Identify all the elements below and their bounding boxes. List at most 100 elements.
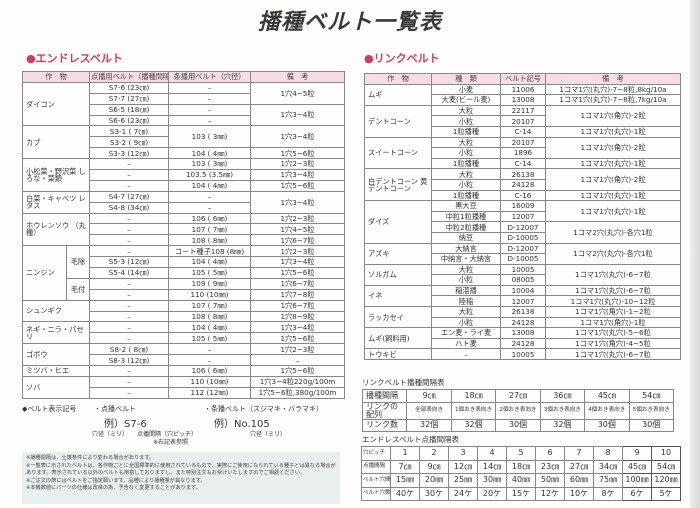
table-cell: 08005 [500, 274, 546, 286]
table-cell: 27㎝ [564, 459, 594, 474]
table-cell: 16009 [500, 200, 546, 212]
column-header: 作 物 [21, 71, 91, 83]
table-cell: ベルト穴数 [361, 486, 391, 501]
note: ※本機数値にパーツの仕様は改良の為、予告なく変更することがあります。 [26, 485, 201, 492]
legend-label: ◆ベルト表示記号 [22, 405, 77, 413]
table-cell: 105 ( 5㎜) [168, 332, 252, 345]
table-cell: C-16 [500, 189, 546, 202]
table-cell: 1穴3~4粒 [250, 169, 346, 181]
table-cell: 40㎜ [506, 473, 536, 488]
table-cell: 36㎝ [539, 389, 586, 403]
table-row: ハト麦 24128 1コマ1穴(角穴)-4~5粒 [365, 337, 681, 350]
table-cell: 穴ピッチ [361, 446, 391, 461]
table-cell: 1コマ1穴(丸穴)-7~8粒,7kg/10a [545, 94, 681, 106]
table-cell: 1穴3~4粒 [250, 256, 346, 269]
page-title: 播種ベルト一覧表 [257, 10, 442, 35]
table-row: ムギ(飼料用) エン麦・ライ麦 13008 1コマ1穴(丸穴)-5~6粒 [364, 327, 681, 350]
table-cell: 1穴5~6粒 [250, 365, 346, 377]
table-cell: 中粒1粒播種 [431, 210, 501, 223]
table-cell: 全部表向き [406, 401, 452, 420]
table-row: ニンジン 毛除 – コート種子108 (8㎜) 1穴2~3粒 [22, 245, 346, 301]
table-cell: 27㎝ [495, 389, 541, 403]
table-cell: 毛付 [65, 277, 91, 301]
table-cell: 109 ( 9㎜) [168, 277, 252, 290]
table-row: 陸稲 12007 1コマ1穴(丸穴)-10~12粒 [365, 295, 681, 308]
table-cell: – [168, 343, 252, 356]
table-cell: 104 ( 4㎜) [168, 179, 252, 192]
table-cell: 106 ( 6㎜) [168, 212, 252, 225]
table-cell: – [89, 212, 170, 225]
table-cell: 1穴3~4粒 [250, 125, 346, 149]
table-cell: – [89, 310, 170, 323]
table-row: ゴボウ S8-2 ( 8㎝) –1穴2~3粒 [21, 343, 346, 367]
table-row: –112 (12㎜) 1穴5~6粒,380g/100m [23, 386, 346, 399]
table-cell: ソバ [21, 375, 91, 399]
table-cell: デントコーン [364, 104, 432, 138]
note: ※一覧表に示されたベルトは、各作物ごとに全国標準的に使用されているもので、実際に… [26, 462, 336, 477]
table-cell: 103 ( 3㎜) [168, 125, 252, 149]
table-cell: 8ケ [593, 486, 623, 501]
table-cell: 1コマ1穴(丸穴)-6~7粒 [545, 348, 681, 361]
table-cell: 2 [419, 446, 449, 461]
table-cell: 25㎜ [448, 473, 478, 488]
table-cell: 中粒2粒播種 [431, 221, 501, 233]
table-row: ミツバ・ヒエ –106 ( 6㎜) 1穴5~6粒 [21, 365, 346, 377]
table-cell: 26138 [500, 168, 546, 180]
table-cell: 45㎝ [584, 389, 630, 403]
table-cell: ネギ・ニラ・パセリ [21, 321, 91, 345]
table-cell: ソルガム [364, 263, 432, 286]
table-cell: 大納言 [431, 242, 501, 255]
table-cell: 104 ( 4㎜) [168, 321, 252, 334]
table-cell: 小粒 [431, 147, 501, 159]
table-cell: 陸稲 [431, 295, 501, 308]
table-cell: 18㎝ [450, 389, 497, 403]
table-cell: – [89, 386, 170, 399]
table-cell: 1穴3~4粒 [250, 321, 346, 334]
table-cell: 1穴5~6粒 [250, 332, 346, 345]
table-cell: 110 (10㎜) [168, 288, 252, 301]
table-cell: 10 [651, 446, 681, 461]
table-cell: – [168, 354, 252, 367]
table-cell: 30ケ [419, 486, 449, 501]
table-cell: ニンジン [22, 245, 67, 301]
table-row: ダイコン S7-6 (23㎝) –1穴4~5粒 [21, 81, 346, 127]
table-cell: 1コマ1穴(角穴)-4~5粒 [545, 337, 681, 350]
table-row: アズキ 大納言 D-12007 1コマ2穴(丸穴)-各穴1粒 [364, 242, 681, 265]
table-row: シュンギク –107 ( 7㎜) 1穴6~7粒 [21, 299, 346, 323]
table-cell: ホウレンソウ （丸種） [21, 212, 91, 247]
endless-pitch-title: エンドレスベルト点播間隔表 [362, 435, 459, 444]
table-cell: C-14 [500, 125, 546, 138]
table-cell: 1穴2~3粒 [250, 343, 346, 356]
table-cell: S8-2 ( 8㎝) [89, 343, 170, 356]
table-cell: – [89, 245, 170, 258]
table-cell: 1コマ1穴(丸穴)-1粒 [545, 125, 681, 138]
table-cell: 100㎜ [622, 473, 652, 488]
table-cell: 小粒 [431, 178, 501, 191]
table-cell: – [250, 354, 346, 367]
table-cell: – [89, 179, 170, 192]
table-cell: 11006 [500, 83, 546, 96]
table-cell: 小麦 [431, 83, 501, 96]
table-cell: – [89, 223, 170, 236]
table-cell: 5個おき表向き [628, 401, 675, 420]
table-cell: 1穴6~7粒 [250, 299, 346, 312]
table-cell: 6ケ [622, 486, 652, 501]
table-cell: – [168, 190, 252, 203]
table-cell: 3個おき表向き [539, 401, 586, 420]
table-cell: スイートコーン [364, 136, 432, 170]
table-cell: 5 [506, 446, 536, 461]
table-cell: 1 [390, 446, 420, 461]
table-cell: 毛除 [65, 245, 91, 279]
table-cell: 54㎝ [628, 389, 675, 403]
column-header: 備 考 [545, 73, 681, 85]
table-cell: 1穴8~9粒 [250, 310, 346, 323]
table-cell: 1穴2~3粒 [250, 212, 346, 225]
table-cell: 14㎝ [477, 459, 507, 474]
table-cell: 104 ( 4㎜) [168, 256, 252, 269]
table-cell: 1コマ1穴(角穴)-2粒 [545, 104, 681, 127]
table-cell: 4個おき表向き [584, 401, 630, 420]
table-cell: 105 ( 5㎜) [168, 267, 252, 279]
table-row: ムギ 小麦 11006 1コマ1穴(丸穴)-7~8粒,8kg/10a [364, 83, 681, 106]
table-cell: 1コマ1穴(丸穴)-6~7粒 [545, 263, 681, 286]
table-cell: – [89, 365, 170, 377]
